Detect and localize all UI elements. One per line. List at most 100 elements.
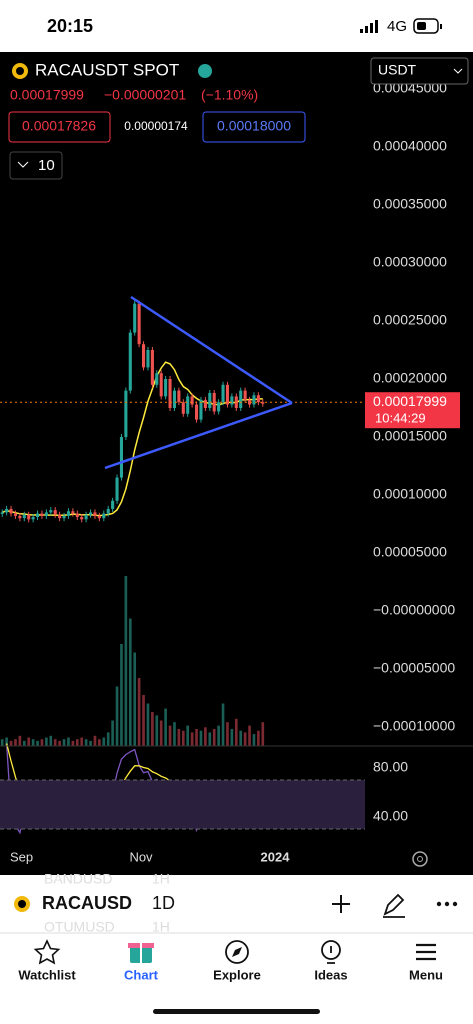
price-tick-label: 0.00040000 bbox=[373, 138, 447, 154]
volume-bar bbox=[155, 715, 159, 746]
volume-bar bbox=[243, 732, 247, 746]
volume-bar bbox=[67, 737, 70, 746]
volume-bar bbox=[128, 618, 132, 746]
time-tick-label: 2024 bbox=[261, 849, 291, 864]
candle bbox=[247, 399, 252, 405]
price-tick-label: 0.00035000 bbox=[373, 196, 447, 212]
candle bbox=[84, 514, 88, 520]
candle bbox=[124, 390, 128, 437]
add-button[interactable] bbox=[332, 895, 350, 913]
candle bbox=[93, 512, 97, 516]
candle bbox=[44, 512, 48, 516]
more-button[interactable] bbox=[436, 901, 458, 907]
time-tick-label: Sep bbox=[10, 849, 33, 864]
symbol-clip: RACAUSDT bbox=[42, 893, 143, 913]
battery-icon bbox=[413, 18, 442, 34]
volume-bar bbox=[106, 732, 110, 746]
volume-bar bbox=[181, 730, 185, 746]
rsi-tick-label: 80.00 bbox=[373, 759, 408, 775]
volume-bar bbox=[234, 718, 238, 746]
volume-bar bbox=[14, 739, 17, 746]
ghost-interval: 1H bbox=[152, 871, 170, 887]
candle bbox=[75, 513, 79, 518]
volume-bar bbox=[204, 727, 207, 746]
clock: 20:15 bbox=[47, 16, 93, 36]
interval[interactable]: 1D bbox=[152, 893, 175, 913]
volume-bar bbox=[22, 740, 26, 746]
candle bbox=[35, 513, 40, 518]
volume-bar bbox=[9, 740, 13, 746]
buy-button[interactable] bbox=[202, 111, 306, 143]
trend-line bbox=[104, 401, 293, 470]
candle bbox=[146, 350, 150, 368]
candle bbox=[58, 514, 62, 519]
volume-bar bbox=[151, 712, 154, 746]
symbol[interactable]: RACAUSDT bbox=[42, 893, 143, 913]
menu-icon bbox=[416, 943, 436, 961]
candle bbox=[155, 373, 159, 385]
volume-bar bbox=[0, 739, 4, 746]
quantity-button[interactable] bbox=[9, 151, 63, 180]
rsi-tick-label: 40.00 bbox=[373, 808, 408, 824]
tab-label[interactable]: Explore bbox=[213, 967, 261, 982]
volume-bar bbox=[230, 729, 234, 746]
volume-bar bbox=[208, 732, 212, 746]
candle bbox=[208, 392, 212, 408]
volume-bar bbox=[124, 576, 128, 746]
candle bbox=[164, 379, 168, 397]
candle bbox=[66, 511, 71, 516]
rsi-band bbox=[0, 780, 365, 829]
volume-bar bbox=[137, 678, 141, 746]
volume-bar bbox=[261, 722, 265, 746]
volume-bar bbox=[190, 732, 194, 746]
tab-label[interactable]: Menu bbox=[409, 967, 443, 982]
symbol-bar bbox=[0, 886, 473, 922]
symbol-title[interactable]: RACAUSDT SPOT bbox=[35, 60, 179, 79]
quantity: 10 bbox=[38, 157, 55, 174]
candle bbox=[102, 513, 106, 519]
draw-button[interactable] bbox=[383, 893, 405, 918]
volume-bar bbox=[115, 686, 119, 746]
volume-bar bbox=[93, 735, 97, 746]
candle bbox=[137, 303, 141, 345]
chevron bbox=[453, 68, 463, 74]
candle bbox=[119, 437, 124, 478]
sell-button[interactable] bbox=[8, 111, 111, 143]
ghost-symbol: BANDUSD bbox=[44, 871, 112, 887]
tab-label[interactable]: Watchlist bbox=[18, 967, 76, 982]
candle bbox=[49, 510, 53, 513]
price-tick-label: −0.00005000 bbox=[373, 660, 455, 676]
candle bbox=[31, 517, 35, 520]
price-tick-label: −0.00010000 bbox=[373, 718, 455, 734]
network: 4G bbox=[387, 18, 407, 35]
candle bbox=[199, 399, 203, 420]
settings-icon[interactable] bbox=[412, 851, 428, 867]
candle bbox=[203, 399, 207, 408]
volume-bar bbox=[53, 739, 57, 746]
volume-bar bbox=[195, 729, 198, 746]
volume-bar bbox=[31, 739, 35, 746]
candle bbox=[18, 515, 22, 519]
candle bbox=[88, 512, 93, 515]
ideas-icon bbox=[321, 940, 341, 964]
candle bbox=[217, 402, 221, 412]
signal-icon bbox=[360, 20, 378, 33]
currency-select[interactable] bbox=[370, 57, 469, 85]
volume-bar bbox=[102, 737, 106, 746]
volume-bar bbox=[49, 735, 53, 746]
status-bar bbox=[0, 0, 473, 52]
volume-bar bbox=[36, 740, 39, 746]
candle bbox=[252, 395, 256, 405]
volume-bar bbox=[27, 737, 31, 746]
last-price-tag bbox=[365, 392, 460, 429]
candle bbox=[71, 511, 75, 514]
candle bbox=[40, 513, 44, 516]
tab-label[interactable]: Chart bbox=[124, 967, 159, 982]
tab-label[interactable]: Ideas bbox=[314, 967, 347, 982]
volume-bar bbox=[18, 735, 22, 746]
volume-bar bbox=[62, 739, 66, 746]
volume-bar bbox=[146, 703, 150, 746]
volume-bar bbox=[217, 725, 220, 746]
candle bbox=[190, 396, 194, 405]
volume-bar bbox=[58, 740, 61, 746]
